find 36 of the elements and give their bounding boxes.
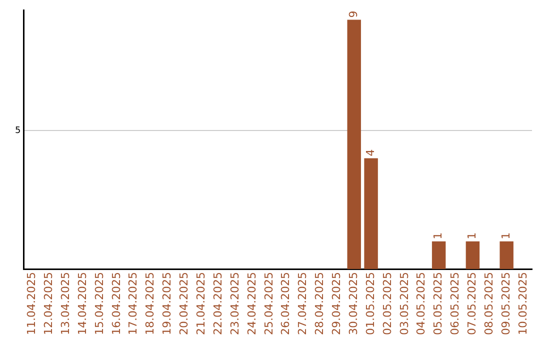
x-tick-label: 02.05.2025 (380, 272, 394, 336)
x-tick-label: 27.04.2025 (296, 272, 310, 336)
x-tick-label: 04.05.2025 (414, 272, 428, 336)
x-tick-label: 24.04.2025 (245, 272, 258, 336)
x-tick-label: 15.04.2025 (92, 272, 106, 336)
x-tick-label: 14.04.2025 (76, 272, 89, 336)
x-tick-label: 22.04.2025 (211, 272, 224, 336)
x-tick-label: 11.04.2025 (25, 272, 38, 336)
x-tick-label: 12.04.2025 (42, 272, 55, 336)
data-label: 9 (346, 10, 360, 18)
x-tick-label: 01.05.2025 (364, 272, 377, 336)
x-tick-label: 18.04.2025 (144, 272, 157, 336)
x-tick-label: 07.05.2025 (466, 272, 479, 336)
x-tick-label: 03.05.2025 (398, 272, 411, 336)
x-tick-label: 21.04.2025 (194, 272, 208, 336)
data-label: 1 (432, 232, 445, 240)
x-tick-label: 16.04.2025 (110, 272, 123, 336)
x-tick-label: 10.05.2025 (516, 272, 530, 336)
y-tick-label: 5 (14, 126, 21, 136)
data-label: 1 (466, 232, 479, 240)
x-tick-label: 19.04.2025 (160, 272, 174, 336)
x-tick-label: 20.04.2025 (178, 272, 191, 336)
x-tick-label: 28.04.2025 (313, 272, 326, 336)
x-tick-label: 06.05.2025 (448, 272, 462, 336)
x-tick-label: 26.04.2025 (279, 272, 292, 336)
x-tick-label: 29.04.2025 (330, 272, 344, 336)
data-label: 1 (499, 232, 512, 240)
x-tick-label: 30.04.2025 (346, 272, 360, 336)
x-tick-label: 13.04.2025 (58, 272, 72, 336)
x-tick-label: 09.05.2025 (499, 272, 512, 336)
x-tick-label: 25.04.2025 (262, 272, 276, 336)
data-label: 4 (364, 149, 377, 156)
x-tick-label: 23.04.2025 (228, 272, 242, 336)
x-tick-label: 08.05.2025 (482, 272, 496, 336)
x-tick-label: 05.05.2025 (432, 272, 445, 336)
x-tick-label: 17.04.2025 (126, 272, 140, 336)
